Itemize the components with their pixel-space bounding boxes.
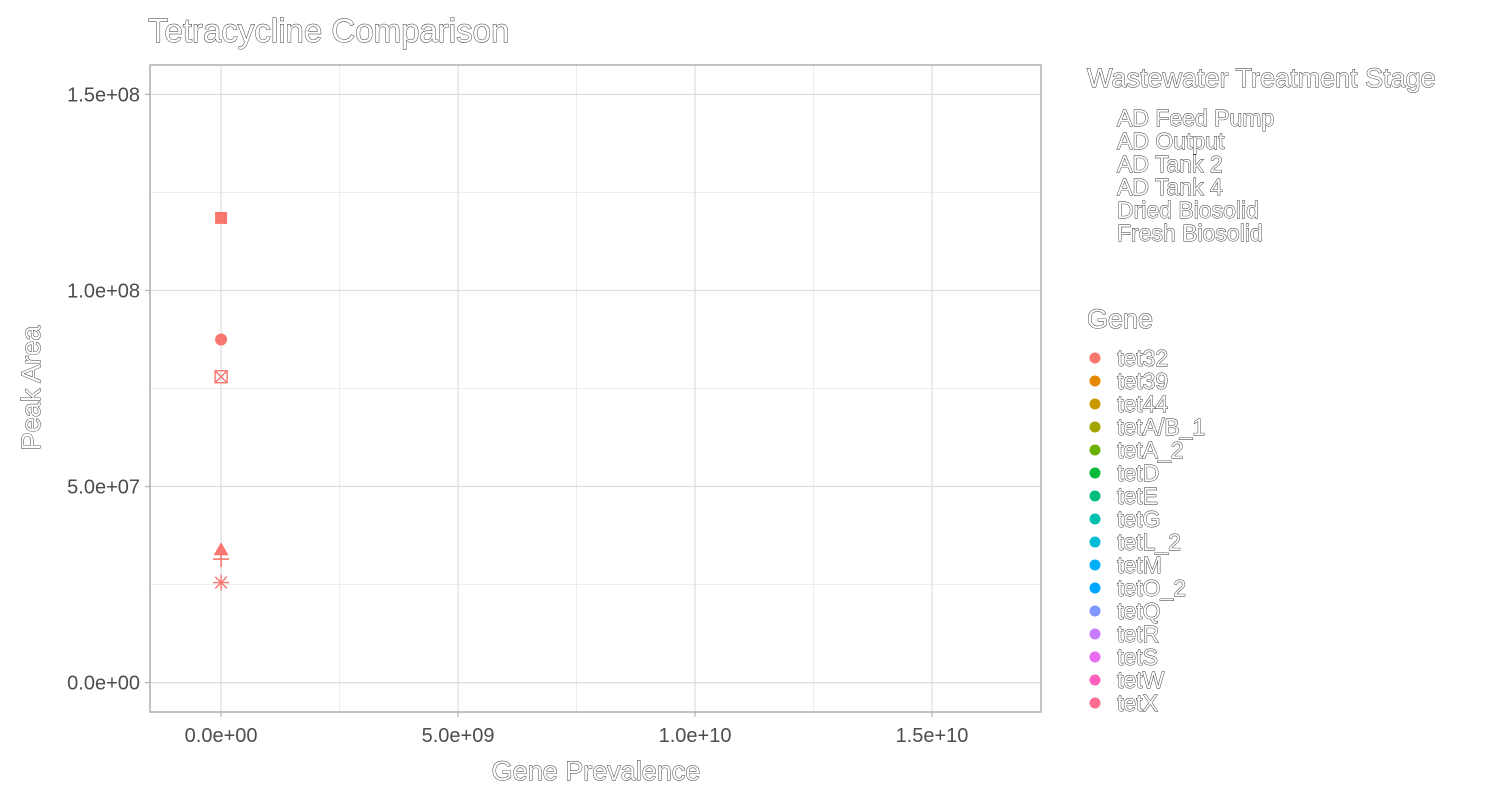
y-tick-label: 1.5e+08 — [67, 84, 140, 106]
legend-item-gene: tetG — [1117, 506, 1160, 532]
legend-key-gene — [1089, 697, 1101, 709]
legend-item-gene: tetL_2 — [1117, 529, 1181, 555]
legend-key-gene — [1089, 352, 1101, 364]
legend-item-gene: tetX — [1117, 690, 1158, 716]
legend-key-gene — [1089, 628, 1101, 640]
legend-item-gene: tet44 — [1117, 391, 1168, 417]
legend-item-gene: tetM — [1117, 552, 1162, 578]
point-marker — [215, 211, 228, 224]
x-tick-label: 0.0e+00 — [185, 725, 258, 747]
data-point — [215, 211, 228, 224]
legend-title-gene: Gene — [1087, 304, 1153, 334]
legend-item-gene: tetE — [1117, 483, 1158, 509]
legend-key-gene — [1089, 375, 1101, 387]
x-tick-label: 5.0e+09 — [422, 725, 495, 747]
legend-item-stage: Fresh Biosolid — [1117, 220, 1263, 246]
point-marker-cross — [214, 370, 228, 384]
legend-item-gene: tet32 — [1117, 345, 1168, 371]
x-tick-label: 1.0e+10 — [659, 725, 732, 747]
legend-item-stage: AD Tank 2 — [1117, 151, 1223, 177]
legend-key-gene — [1089, 651, 1101, 663]
legend-key-gene — [1089, 513, 1101, 525]
data-point — [213, 542, 229, 556]
legend-item-gene: tetS — [1117, 644, 1158, 670]
legend-item-gene: tetO_2 — [1117, 575, 1186, 601]
data-point — [214, 370, 228, 384]
plot-area: 0.0e+00 5.0e+09 1.0e+10 1.5e+10 0.0e+00 5.0e+… — [67, 64, 1042, 747]
x-tick-label: 1.5e+10 — [896, 725, 969, 747]
x-axis-title: Gene Prevalence — [492, 756, 701, 786]
legend-item-gene: tet39 — [1117, 368, 1168, 394]
point-marker — [213, 574, 230, 591]
legend-item-stage: AD Output — [1117, 128, 1225, 154]
legend-key-gene — [1089, 421, 1101, 433]
legend-key-gene — [1089, 536, 1101, 548]
legend-item-stage: AD Feed Pump — [1117, 105, 1274, 131]
point-marker — [213, 551, 230, 568]
legend-key-gene — [1089, 605, 1101, 617]
point-marker — [215, 333, 228, 346]
data-point — [213, 574, 230, 591]
legend-key-gene — [1089, 398, 1101, 410]
legend-item-gene: tetQ — [1117, 598, 1160, 624]
legend-key-gene — [1089, 444, 1101, 456]
legend-item-stage: Dried Biosolid — [1117, 197, 1259, 223]
point-marker — [213, 542, 229, 556]
y-tick-label: 1.0e+08 — [67, 280, 140, 302]
legend-item-gene: tetD — [1117, 460, 1159, 486]
y-tick-label: 5.0e+07 — [67, 477, 140, 499]
chart-title: Tetracycline Comparison — [148, 12, 509, 49]
data-point — [215, 333, 228, 346]
legend-key-gene — [1089, 582, 1101, 594]
legend-key-gene — [1089, 559, 1101, 571]
y-axis-title: Peak Area — [16, 325, 46, 451]
y-tick-label: 0.0e+00 — [67, 673, 140, 695]
legend-title-stage: Wastewater Treatment Stage — [1087, 63, 1436, 93]
plot-border — [149, 64, 1042, 713]
legend-item-gene: tetA_2 — [1117, 437, 1184, 463]
legend-key-gene — [1089, 490, 1101, 502]
legend-item-gene: tetW — [1117, 667, 1165, 693]
legend-item-gene: tetA/B_1 — [1117, 414, 1205, 440]
point-marker — [214, 370, 228, 384]
legend-key-gene — [1089, 674, 1101, 686]
legend-item-gene: tetR — [1117, 621, 1159, 647]
legend-item-stage: AD Tank 4 — [1117, 174, 1223, 200]
legend-key-gene — [1089, 467, 1101, 479]
data-point — [213, 551, 230, 568]
